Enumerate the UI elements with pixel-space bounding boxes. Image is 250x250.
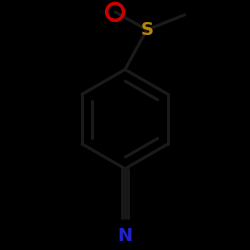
Text: N: N: [118, 227, 132, 245]
Text: S: S: [140, 21, 153, 39]
